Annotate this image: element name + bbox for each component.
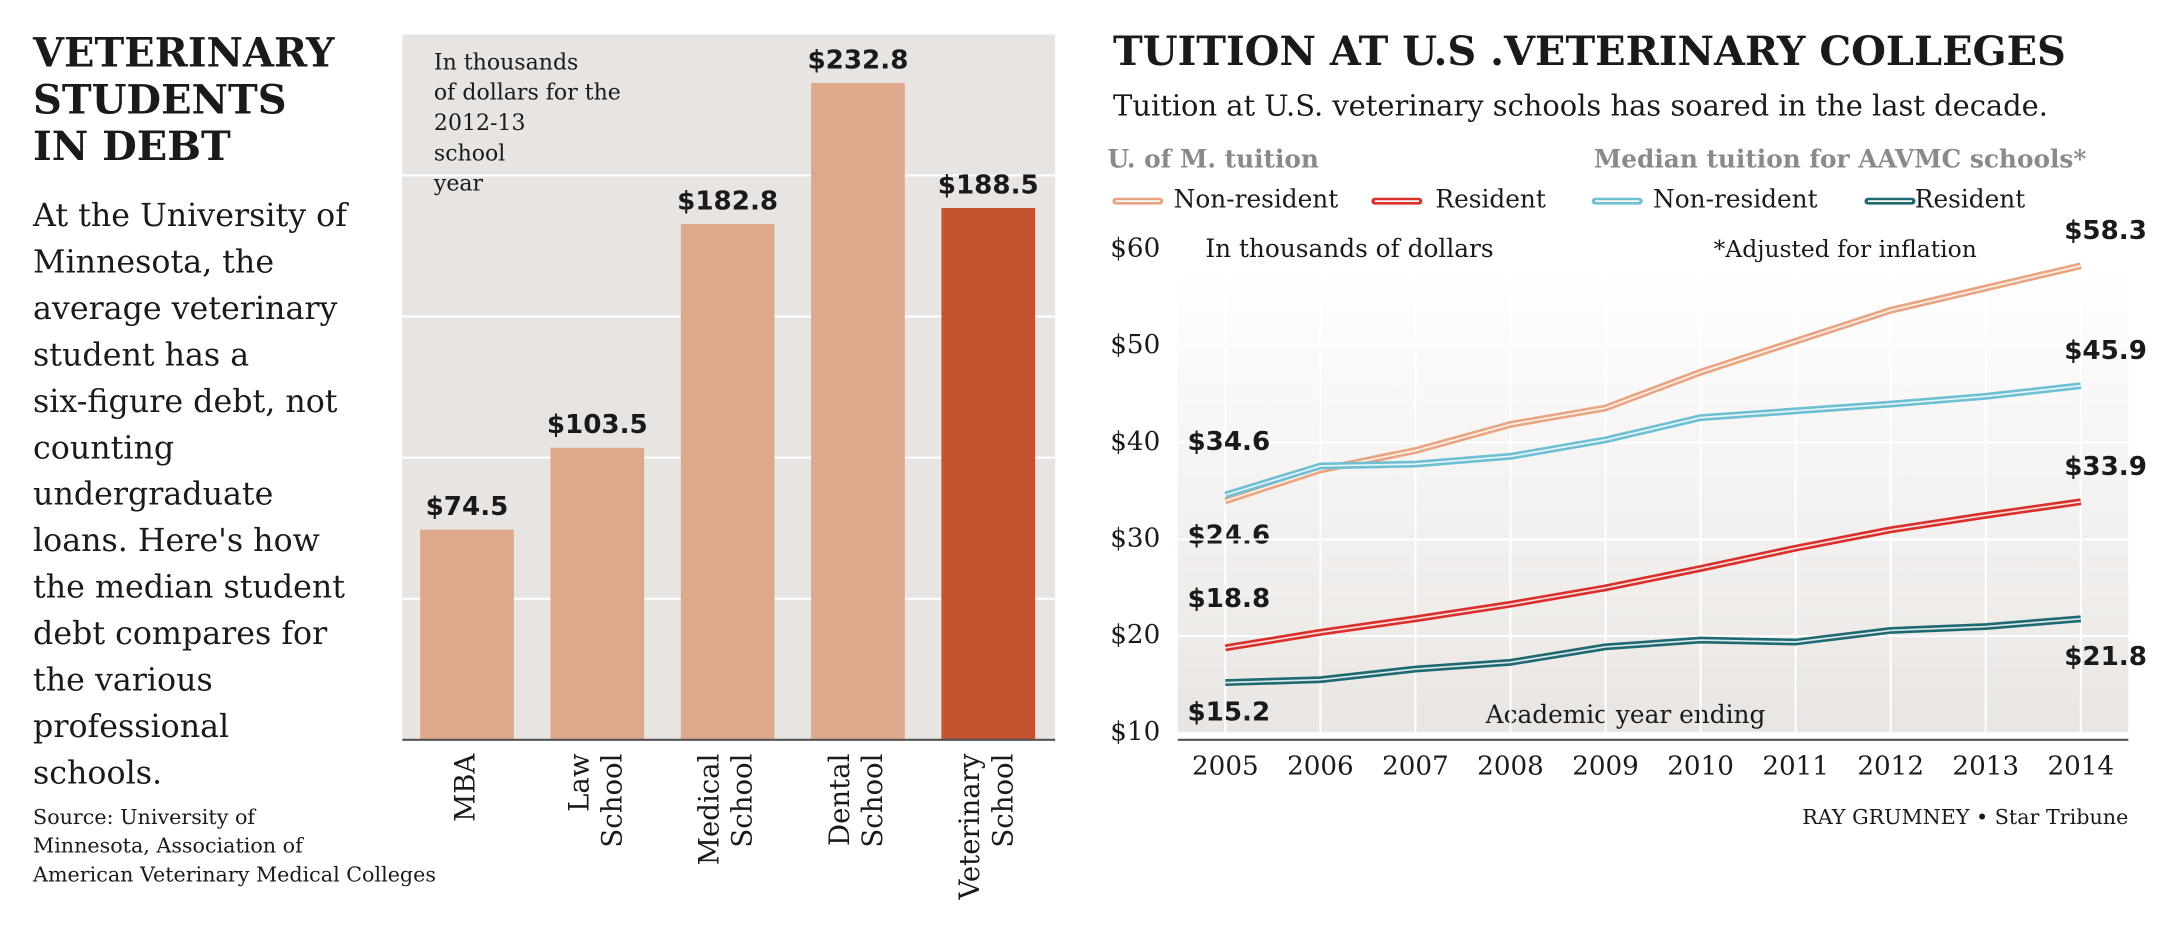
value-label: $58.3 [2064,216,2147,246]
value-label: $18.8 [1187,584,1270,614]
value-label: $103.5 [547,410,648,440]
value-label: $34.6 [1187,427,1270,457]
x-tick-label: School [987,754,1019,848]
chart-title: VETERINARY [32,29,335,76]
x-tick-label: 2006 [1287,751,1354,781]
description: undergraduate [33,477,273,513]
x-tick-label: 2009 [1572,751,1639,781]
bar [680,224,775,740]
description: the median student [33,570,345,606]
x-tick-label: School [727,754,759,848]
value-label: $232.8 [807,45,908,75]
legend-title: Median tuition for AAVMC schools* [1594,145,2087,174]
x-tick-label: Dental [824,754,856,846]
annotation: $24.6 [1187,520,1270,550]
legend-label: Resident [1435,185,1545,214]
series-line-highlight [1225,384,2081,496]
bar [941,207,1036,740]
value-label: $21.8 [2064,642,2147,672]
legend-label: Non-resident [1174,185,1339,214]
y-tick-label: $20 [1110,620,1160,650]
x-tick-label: Medical [694,754,726,866]
x-tick-label: 2008 [1477,751,1544,781]
source: American Veterinary Medical Colleges [32,863,436,887]
legend-title: U. of M. tuition [1108,145,1319,174]
note: year [433,172,484,197]
x-axis-label: Academic year ending [1485,700,1766,729]
credit: RAY GRUMNEY • Star Tribune [1802,805,2128,829]
source: Minnesota, Association of [33,834,304,858]
x-tick-label: Law [563,753,595,812]
bar [811,82,905,740]
bar [550,447,645,740]
annotation: *Adjusted for inflation [1714,235,1977,263]
value-label: $33.9 [2064,452,2147,482]
x-tick-label: 2005 [1192,751,1259,781]
description: Minnesota, the [33,245,274,281]
x-tick-label: MBA [449,752,481,821]
annotation: In thousands of dollars [1205,234,1493,263]
bar [420,529,514,740]
description: schools. [33,755,162,791]
description: debt compares for [33,616,328,652]
chart-title: STUDENTS [33,76,287,123]
x-tick-label: 2011 [1762,751,1829,781]
description: loans. Here's how [33,523,320,559]
y-tick-label: $40 [1110,427,1160,457]
series-line-highlight [1225,500,2081,649]
note: 2012-13 [434,111,526,136]
x-tick-label: 2010 [1667,751,1734,781]
x-tick-label: Veterinary [954,753,986,900]
x-tick-label: School [857,754,889,848]
series-line-highlight [1225,264,2081,502]
note: school [434,141,505,166]
description: student has a [33,337,249,373]
x-tick-label: 2007 [1382,751,1449,781]
y-tick-label: $60 [1110,233,1160,263]
value-label: $188.5 [938,170,1039,200]
value-label: $74.5 [426,492,509,522]
chart-title: TUITION AT U.S .VETERINARY COLLEGES [1113,28,2066,75]
description: six-figure debt, not [33,384,338,420]
note: In thousands [434,50,578,75]
value-label: $45.9 [2064,336,2147,366]
description: the various [33,662,213,698]
source: Source: University of [33,805,256,829]
x-tick-label: 2014 [2048,751,2115,781]
y-tick-label: $10 [1110,717,1160,747]
legend-label: Resident [1915,185,2025,214]
description: average veterinary [33,291,337,327]
description: At the University of [32,198,349,234]
note: of dollars for the [434,81,621,106]
chart-title: IN DEBT [33,123,231,170]
x-tick-label: School [596,754,628,848]
series-line-highlight [1225,617,2081,684]
chart-subtitle: Tuition at U.S. veterinary schools has s… [1113,88,2048,122]
legend-label: Non-resident [1653,185,1818,214]
description: professional [33,709,229,745]
x-tick-label: 2012 [1857,751,1924,781]
value-label: $15.2 [1187,697,1270,727]
x-tick-label: 2013 [1952,751,2019,781]
value-label: $182.8 [677,186,778,216]
y-tick-label: $50 [1110,330,1160,360]
description: counting [33,430,174,466]
y-tick-label: $30 [1110,523,1160,553]
